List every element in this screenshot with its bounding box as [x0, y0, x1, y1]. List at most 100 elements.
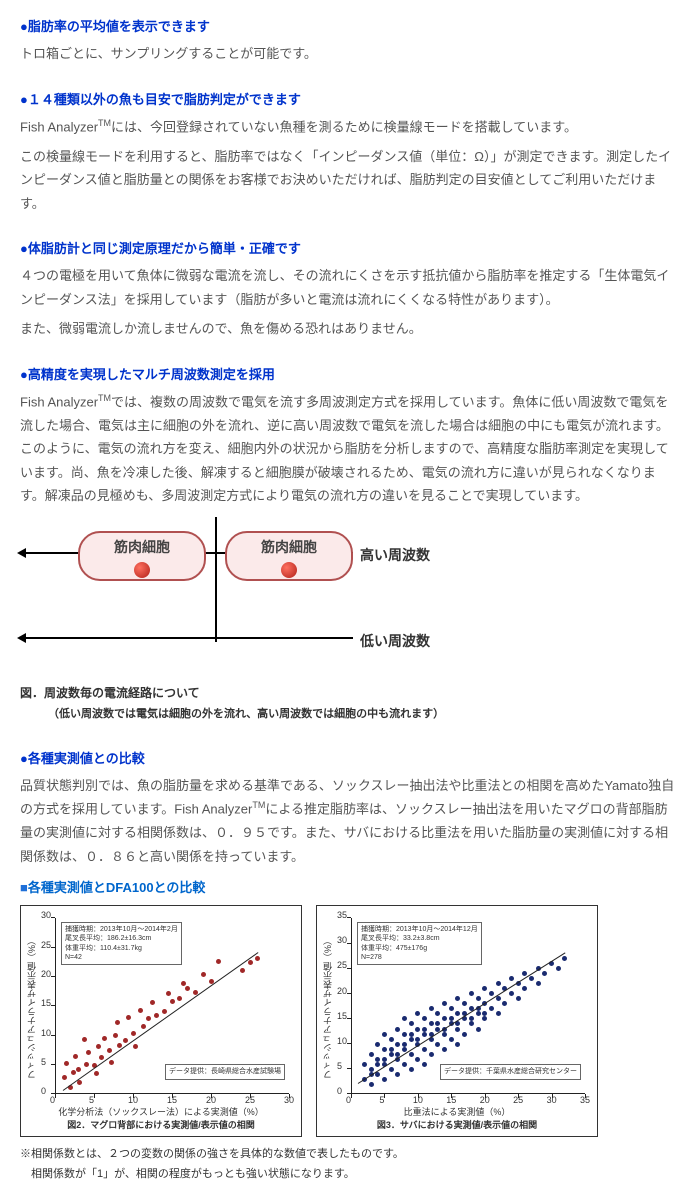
chart-title: 図2．マグロ背部における実測値/表示値の相関: [21, 1117, 301, 1133]
scatter-point: [476, 996, 481, 1001]
scatter-point: [435, 1042, 440, 1047]
scatter-point: [516, 996, 521, 1001]
trademark-sup: TM: [252, 800, 265, 810]
scatter-point: [395, 1072, 400, 1077]
scatter-point: [131, 1031, 136, 1036]
text-span: Fish Analyzer: [20, 120, 98, 135]
scatter-point: [409, 1052, 414, 1057]
scatter-point: [240, 968, 245, 973]
scatter-point: [84, 1062, 89, 1067]
scatter-point: [201, 972, 206, 977]
scatter-point: [482, 986, 487, 991]
section-heading-14species: ●１４種類以外の魚も目安で脂肪判定ができます: [20, 88, 680, 111]
chart-y-tick: 35: [337, 907, 347, 923]
scatter-point: [442, 1047, 447, 1052]
scatter-point: [422, 1032, 427, 1037]
scatter-point: [162, 1009, 167, 1014]
scatter-chart-mackerel: フィッシュアナライザ表示値（%）051015202530350510152025…: [316, 905, 598, 1137]
scatter-point: [502, 1001, 507, 1006]
scatter-point: [449, 1006, 454, 1011]
scatter-point: [509, 991, 514, 996]
scatter-point: [382, 1032, 387, 1037]
scatter-point: [402, 1016, 407, 1021]
section-heading-multifreq: ●高精度を実現したマルチ周波数測定を採用: [20, 363, 680, 386]
diagram-caption-sub: （低い周波数では電気は細胞の外を流れ、高い周波数では細胞の中も流れます）: [48, 705, 680, 725]
scatter-point: [496, 996, 501, 1001]
scatter-point: [415, 1057, 420, 1062]
section-body-comparison: 品質状態判別では、魚の脂肪量を求める基準である、ソックスレー抽出法や比重法との相…: [20, 774, 680, 868]
scatter-point: [375, 1062, 380, 1067]
chart-y-tick: 0: [41, 1083, 46, 1099]
scatter-point: [402, 1062, 407, 1067]
scatter-point: [86, 1050, 91, 1055]
scatter-point: [154, 1013, 159, 1018]
scatter-point: [375, 1042, 380, 1047]
scatter-point: [409, 1032, 414, 1037]
scatter-point: [166, 991, 171, 996]
section-body-14species-1: Fish AnalyzerTMには、今回登録されていない魚種を測るために検量線モ…: [20, 115, 680, 139]
scatter-point: [409, 1037, 414, 1042]
scatter-point: [395, 1027, 400, 1032]
chart-y-tick: 5: [337, 1058, 342, 1074]
scatter-point: [255, 956, 260, 961]
footnote-line-1: ※相関係数とは、２つの変数の関係の強さを具体的な数値で表したものです。: [20, 1145, 680, 1165]
text-span: Fish Analyzer: [20, 394, 98, 409]
scatter-point: [369, 1052, 374, 1057]
scatter-point: [362, 1062, 367, 1067]
cell-nucleus-icon: [281, 562, 297, 578]
scatter-point: [389, 1037, 394, 1042]
scatter-point: [375, 1057, 380, 1062]
scatter-point: [82, 1037, 87, 1042]
scatter-point: [382, 1047, 387, 1052]
frequency-diagram: 筋肉細胞筋肉細胞高い周波数低い周波数: [20, 517, 680, 687]
chart-y-tick: 30: [337, 932, 347, 948]
scatter-point: [496, 981, 501, 986]
scatter-point: [422, 1062, 427, 1067]
high-frequency-label: 高い周波数: [360, 543, 430, 568]
scatter-point: [455, 1042, 460, 1047]
chart-data-source: データ提供：千葉県水産総合研究センター: [440, 1064, 581, 1081]
scatter-point: [442, 1016, 447, 1021]
scatter-point: [96, 1044, 101, 1049]
section-body-multifreq: Fish AnalyzerTMでは、複数の周波数で電気を流す多周波測定方式を採用…: [20, 390, 680, 507]
muscle-cell: 筋肉細胞: [225, 531, 353, 581]
scatter-point: [123, 1038, 128, 1043]
section-heading-comparison: ●各種実測値との比較: [20, 747, 680, 770]
scatter-point: [476, 1011, 481, 1016]
scatter-point: [522, 986, 527, 991]
scatter-point: [409, 1067, 414, 1072]
chart-y-tick: 15: [337, 1008, 347, 1024]
charts-container: フィッシュアナライザ表示値（%）051015202530051015202530…: [20, 905, 680, 1137]
chart-y-tick: 25: [337, 957, 347, 973]
square-icon: ■: [20, 880, 28, 895]
scatter-point: [382, 1057, 387, 1062]
chart-y-tick: 0: [337, 1083, 342, 1099]
chart-y-tick: 15: [41, 995, 51, 1011]
text-span: では、複数の周波数で電気を流す多周波測定方式を採用しています。魚体に低い周波数で…: [20, 394, 669, 503]
scatter-point: [115, 1020, 120, 1025]
scatter-point: [435, 1021, 440, 1026]
scatter-point: [455, 1021, 460, 1026]
scatter-point: [62, 1075, 67, 1080]
scatter-point: [181, 981, 186, 986]
scatter-point: [150, 1000, 155, 1005]
scatter-point: [389, 1067, 394, 1072]
scatter-point: [429, 1052, 434, 1057]
scatter-point: [422, 1027, 427, 1032]
trademark-sup: TM: [98, 393, 111, 403]
scatter-point: [422, 1016, 427, 1021]
scatter-point: [395, 1042, 400, 1047]
muscle-cell: 筋肉細胞: [78, 531, 206, 581]
muscle-cell-label: 筋肉細胞: [227, 535, 351, 560]
scatter-point: [64, 1061, 69, 1066]
subheading-text: 各種実測値とDFA100との比較: [28, 880, 206, 895]
scatter-point: [449, 1037, 454, 1042]
scatter-point: [138, 1008, 143, 1013]
scatter-point: [415, 1027, 420, 1032]
scatter-point: [126, 1015, 131, 1020]
scatter-point: [435, 1011, 440, 1016]
scatter-point: [489, 991, 494, 996]
comparison-subheading: ■各種実測値とDFA100との比較: [20, 876, 680, 899]
section-body-bia-2: また、微弱電流しか流しませんので、魚を傷める恐れはありません。: [20, 317, 680, 340]
section-heading-average: ●脂肪率の平均値を表示できます: [20, 15, 680, 38]
